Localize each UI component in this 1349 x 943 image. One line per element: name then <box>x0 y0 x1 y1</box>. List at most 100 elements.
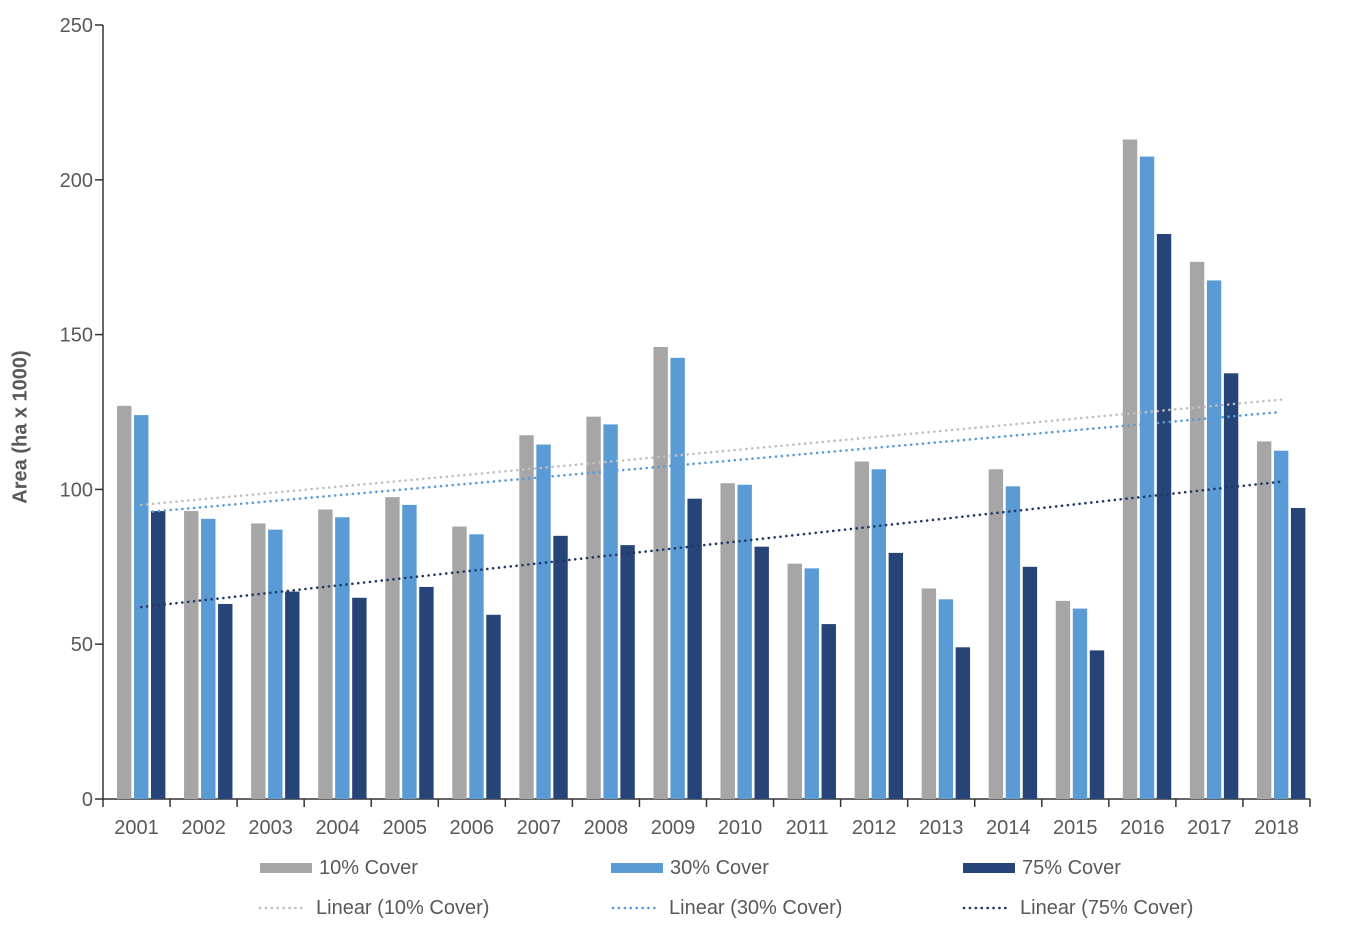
x-tick-label: 2004 <box>315 817 360 839</box>
trendline-Linear75Cover <box>139 480 1283 609</box>
bar-75Cover-2003 <box>285 591 300 799</box>
bar-30Cover-2002 <box>201 518 216 799</box>
x-tick-label: 2009 <box>651 817 696 839</box>
legend-swatch-75-cover-icon <box>963 863 1015 873</box>
bar-75Cover-2001 <box>151 511 166 799</box>
x-tick-label: 2016 <box>1120 817 1165 839</box>
x-tick-label: 2007 <box>517 817 562 839</box>
legend-swatch-10-cover-icon <box>260 863 312 873</box>
bar-10Cover-2016 <box>1122 139 1138 799</box>
bar-10Cover-2013 <box>921 588 937 799</box>
bar-10Cover-2010 <box>720 483 735 799</box>
x-tick-label: 2014 <box>986 817 1031 839</box>
bar-30Cover-2007 <box>536 444 551 799</box>
legend-item-75-cover: 75% Cover <box>963 857 1121 879</box>
bar-30Cover-2011 <box>804 568 819 799</box>
legend-item-linear-30-cover: Linear (30% Cover) <box>610 897 842 919</box>
bar-75Cover-2005 <box>419 586 434 799</box>
bar-10Cover-2001 <box>117 405 132 799</box>
bar-30Cover-2018 <box>1273 450 1289 799</box>
bar-30Cover-2010 <box>737 484 752 799</box>
legend-swatch-linear-10-icon <box>258 906 308 910</box>
bar-75Cover-2012 <box>888 552 904 799</box>
bar-10Cover-2018 <box>1256 441 1272 799</box>
bar-30Cover-2005 <box>402 504 417 799</box>
legend-label-linear-10: Linear (10% Cover) <box>316 896 490 919</box>
bar-10Cover-2009 <box>653 346 668 799</box>
bar-75Cover-2006 <box>486 614 501 799</box>
legend-label-30-cover: 30% Cover <box>670 856 769 879</box>
legend-label-linear-30: Linear (30% Cover) <box>669 896 843 919</box>
bar-30Cover-2012 <box>871 469 887 799</box>
bar-75Cover-2009 <box>687 498 702 799</box>
x-tick-label: 2013 <box>919 817 964 839</box>
legend-label-75-cover: 75% Cover <box>1022 856 1121 879</box>
bar-75Cover-2007 <box>553 535 568 799</box>
bar-30Cover-2013 <box>938 599 954 799</box>
bar-75Cover-2013 <box>955 647 971 799</box>
y-tick-label: 50 <box>71 634 93 656</box>
bar-10Cover-2002 <box>184 511 199 799</box>
x-tick-label: 2002 <box>181 817 226 839</box>
trendline-Linear10Cover <box>139 398 1283 507</box>
bar-10Cover-2015 <box>1055 600 1071 799</box>
x-tick-label: 2003 <box>248 817 293 839</box>
legend-swatch-30-cover-icon <box>611 863 663 873</box>
legend-label-linear-75: Linear (75% Cover) <box>1020 896 1194 919</box>
x-tick-label: 2011 <box>786 817 829 839</box>
y-tick-label: 0 <box>82 789 93 811</box>
bar-10Cover-2006 <box>452 526 467 799</box>
bar-30Cover-2016 <box>1139 156 1155 799</box>
x-tick-label: 2008 <box>584 817 629 839</box>
legend-swatch-linear-30-icon <box>611 906 661 910</box>
bar-10Cover-2011 <box>787 563 802 799</box>
bar-75Cover-2015 <box>1089 650 1105 799</box>
bar-75Cover-2002 <box>218 603 233 799</box>
bar-30Cover-2004 <box>335 517 350 799</box>
x-tick-label: 2006 <box>450 817 495 839</box>
legend-swatch-linear-75-icon <box>962 906 1012 910</box>
x-tick-label: 2018 <box>1254 817 1299 839</box>
legend-label-10-cover: 10% Cover <box>319 856 418 879</box>
bar-30Cover-2003 <box>268 529 283 799</box>
y-tick-label: 200 <box>60 170 93 192</box>
x-tick-label: 2017 <box>1187 817 1232 839</box>
bar-10Cover-2008 <box>586 416 601 799</box>
bar-10Cover-2007 <box>519 435 534 799</box>
bar-30Cover-2006 <box>469 534 484 799</box>
x-tick-label: 2012 <box>852 817 897 839</box>
legend-item-linear-10-cover: Linear (10% Cover) <box>257 897 489 919</box>
bar-30Cover-2009 <box>670 357 685 799</box>
x-tick-label: 2010 <box>718 817 763 839</box>
legend-item-linear-75-cover: Linear (75% Cover) <box>961 897 1193 919</box>
bar-10Cover-2004 <box>318 509 333 799</box>
bar-10Cover-2003 <box>251 523 266 799</box>
bar-75Cover-2017 <box>1223 373 1239 799</box>
bar-10Cover-2012 <box>854 461 870 799</box>
bar-30Cover-2014 <box>1005 486 1021 799</box>
y-tick-label: 100 <box>60 479 93 501</box>
x-tick-label: 2005 <box>383 817 428 839</box>
y-tick-label: 150 <box>60 325 93 347</box>
bar-10Cover-2017 <box>1189 261 1205 799</box>
bar-30Cover-2015 <box>1072 608 1088 799</box>
bar-30Cover-2017 <box>1206 280 1222 799</box>
bar-75Cover-2011 <box>821 624 836 799</box>
bar-75Cover-2014 <box>1022 566 1038 799</box>
trendline-Linear30Cover <box>139 410 1283 514</box>
y-tick-label: 250 <box>60 15 93 37</box>
bar-10Cover-2005 <box>385 497 400 799</box>
legend-item-30-cover: 30% Cover <box>611 857 769 879</box>
bar-75Cover-2018 <box>1290 507 1306 799</box>
bar-75Cover-2008 <box>620 545 635 799</box>
x-tick-label: 2001 <box>114 817 159 839</box>
bar-75Cover-2016 <box>1156 233 1172 800</box>
x-tick-label: 2015 <box>1053 817 1098 839</box>
bar-10Cover-2014 <box>988 469 1004 799</box>
legend-item-10-cover: 10% Cover <box>260 857 418 879</box>
bar-75Cover-2004 <box>352 597 367 799</box>
bar-75Cover-2010 <box>754 546 769 799</box>
bar-30Cover-2008 <box>603 424 618 799</box>
